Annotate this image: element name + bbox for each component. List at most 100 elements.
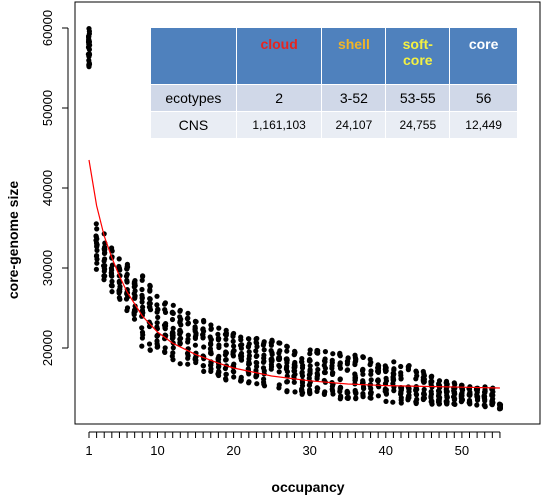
data-point (116, 256, 122, 262)
data-point (184, 350, 191, 356)
y-tick-label: 50000 (40, 90, 55, 126)
data-point (428, 391, 434, 397)
data-point (291, 379, 297, 385)
table-cell: ecotypes (150, 84, 237, 112)
data-point (147, 347, 153, 353)
data-point (108, 271, 115, 277)
data-point (405, 396, 411, 402)
data-point (344, 388, 350, 394)
data-point (253, 367, 259, 374)
fit-curve (88, 159, 500, 389)
data-point (192, 318, 198, 324)
data-point (421, 373, 427, 379)
data-point (406, 388, 412, 395)
data-point (238, 357, 245, 363)
table-cell: CNS (150, 111, 237, 139)
data-point (329, 365, 335, 371)
data-point (467, 392, 473, 398)
data-point (139, 343, 145, 349)
data-point (246, 361, 252, 367)
y-tick-label: 60000 (40, 10, 55, 46)
data-point (337, 361, 343, 367)
data-point (177, 308, 183, 314)
data-point (375, 393, 381, 399)
data-point (117, 267, 123, 273)
data-point (322, 389, 328, 395)
x-tick-label: 30 (302, 443, 316, 458)
data-point (86, 57, 92, 64)
data-point (276, 356, 283, 362)
data-point (368, 359, 374, 365)
data-point (93, 234, 99, 240)
data-point (276, 369, 282, 375)
data-point (93, 266, 99, 272)
data-point (94, 247, 100, 253)
data-point (192, 334, 198, 340)
data-point (185, 320, 191, 326)
data-point (444, 401, 450, 407)
data-point (208, 326, 214, 332)
data-point (131, 316, 138, 322)
data-point (147, 296, 153, 302)
data-point (398, 391, 404, 397)
data-point (207, 334, 213, 340)
table-cell: 56 (449, 84, 518, 112)
data-point (208, 362, 214, 368)
data-point (94, 242, 100, 248)
data-point (223, 371, 229, 377)
data-point (260, 359, 267, 365)
data-point (314, 374, 320, 380)
data-point (253, 348, 259, 354)
data-point (116, 295, 122, 301)
data-point (139, 325, 145, 331)
data-point (322, 349, 328, 355)
data-point (421, 395, 427, 401)
data-point (413, 400, 419, 407)
data-point (436, 397, 442, 403)
data-point (147, 287, 153, 293)
data-point (139, 286, 145, 293)
data-point (291, 368, 297, 374)
data-point (185, 361, 191, 367)
data-point (146, 300, 152, 306)
data-point (260, 342, 266, 348)
data-point (253, 353, 259, 359)
data-point (154, 302, 160, 308)
data-point (353, 390, 359, 396)
data-point (398, 363, 404, 370)
data-point (139, 308, 145, 314)
data-point (254, 360, 260, 366)
data-point (246, 349, 252, 355)
data-point (162, 300, 168, 306)
data-point (382, 366, 388, 372)
data-point (238, 337, 244, 343)
data-point (360, 371, 366, 377)
data-point (178, 335, 184, 341)
data-point (238, 374, 244, 380)
y-tick-label: 40000 (40, 170, 55, 206)
data-point (482, 387, 488, 393)
data-point (405, 384, 412, 390)
data-point (368, 390, 374, 397)
data-point (322, 369, 328, 376)
x-tick-label: 40 (379, 443, 393, 458)
data-point (154, 293, 160, 299)
data-point (216, 344, 222, 351)
data-point (131, 291, 137, 297)
data-point (222, 331, 228, 337)
data-point (337, 388, 343, 395)
data-point (231, 374, 237, 380)
data-point (452, 391, 458, 397)
data-point (353, 358, 359, 364)
data-point (109, 245, 115, 251)
data-point (170, 302, 176, 308)
data-point (223, 342, 229, 348)
data-point (284, 343, 290, 349)
data-point (292, 389, 298, 395)
data-point (284, 360, 290, 366)
data-point (268, 366, 274, 372)
data-point (383, 378, 389, 384)
data-point (443, 388, 449, 394)
table-cell: 24,107 (321, 111, 387, 139)
data-point (398, 375, 404, 382)
